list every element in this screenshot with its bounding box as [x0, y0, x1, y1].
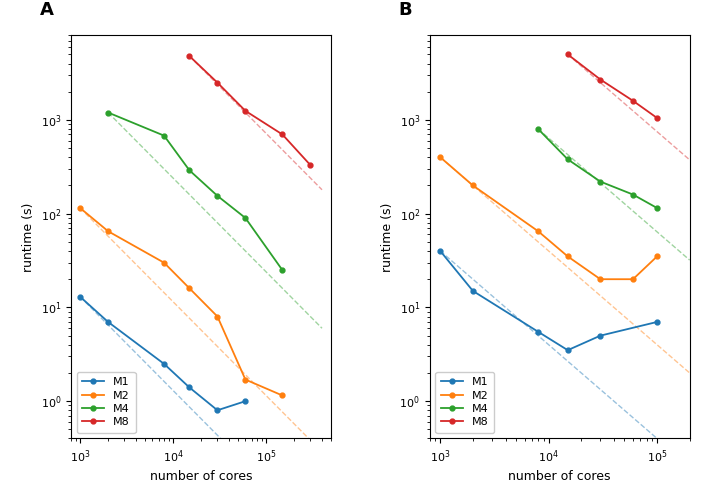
M1: [104, 319, 112, 325]
M4: [185, 167, 193, 173]
Line: M2: M2: [438, 155, 660, 282]
M2: [241, 376, 250, 383]
M1: [160, 361, 169, 367]
Line: M8: M8: [565, 52, 660, 120]
M8: [653, 115, 661, 121]
M8: [241, 108, 250, 114]
Legend: M1, M2, M4, M8: M1, M2, M4, M8: [77, 372, 136, 433]
M4: [104, 109, 112, 115]
M1: [241, 398, 250, 404]
M1: [534, 329, 542, 335]
Line: M1: M1: [438, 248, 660, 353]
M4: [213, 193, 222, 199]
M4: [596, 178, 604, 184]
M2: [564, 254, 572, 260]
M2: [534, 228, 542, 234]
M1: [596, 333, 604, 339]
M4: [278, 267, 287, 273]
M1: [469, 288, 477, 294]
M2: [278, 393, 287, 399]
Text: A: A: [40, 1, 54, 19]
X-axis label: number of cores: number of cores: [150, 470, 252, 483]
M2: [160, 260, 169, 266]
Y-axis label: runtime (s): runtime (s): [22, 202, 35, 272]
M2: [436, 154, 444, 160]
M8: [213, 80, 222, 86]
M2: [104, 228, 112, 234]
M2: [653, 254, 661, 260]
M8: [564, 51, 572, 57]
M1: [436, 248, 444, 254]
Line: M8: M8: [187, 53, 313, 167]
M4: [629, 192, 637, 198]
Legend: M1, M2, M4, M8: M1, M2, M4, M8: [435, 372, 494, 433]
M2: [596, 276, 604, 282]
X-axis label: number of cores: number of cores: [508, 470, 611, 483]
M4: [241, 215, 250, 221]
M8: [596, 77, 604, 83]
M2: [469, 182, 477, 188]
Y-axis label: runtime (s): runtime (s): [381, 202, 394, 272]
M2: [76, 205, 85, 211]
M4: [534, 126, 542, 132]
M2: [185, 285, 193, 291]
M1: [564, 347, 572, 353]
M1: [213, 407, 222, 413]
Text: B: B: [399, 1, 412, 19]
M4: [653, 205, 661, 211]
M1: [76, 294, 85, 300]
Line: M1: M1: [77, 294, 248, 413]
M2: [213, 313, 222, 320]
M8: [278, 132, 287, 138]
Line: M4: M4: [106, 110, 285, 273]
Line: M2: M2: [77, 206, 285, 398]
M1: [185, 385, 193, 391]
M8: [185, 53, 193, 59]
M2: [629, 276, 637, 282]
M4: [564, 156, 572, 162]
M4: [160, 133, 169, 139]
M8: [306, 162, 315, 168]
Line: M4: M4: [535, 127, 660, 211]
M8: [629, 98, 637, 104]
M1: [653, 319, 661, 325]
